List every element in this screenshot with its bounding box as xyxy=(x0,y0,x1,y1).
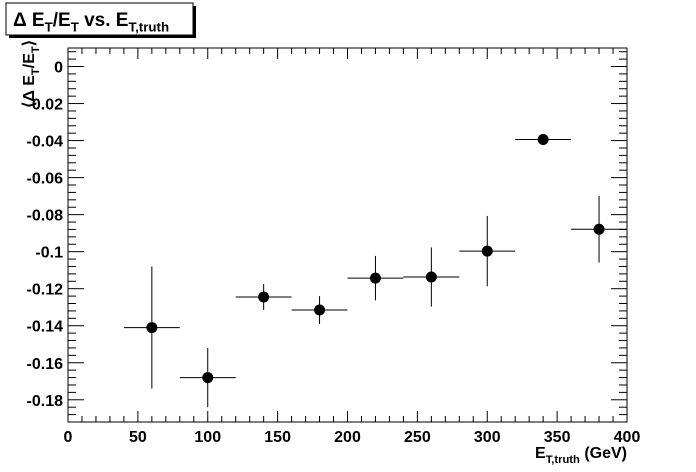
subscript: T,truth xyxy=(546,454,580,466)
y-tick-label: -0.12 xyxy=(27,282,64,299)
y-tick-label: 0 xyxy=(54,60,63,77)
x-tick-label: 0 xyxy=(64,429,73,446)
subscript: T xyxy=(71,20,79,35)
data-point xyxy=(369,272,381,284)
subscript: T,truth xyxy=(128,20,169,35)
subscript: T xyxy=(30,46,42,53)
y-tick-label: -0.02 xyxy=(27,97,64,114)
text-segment: ⟨Δ E xyxy=(21,75,38,108)
data-point xyxy=(202,372,214,384)
x-tick-label: 350 xyxy=(544,429,571,446)
subscript: T xyxy=(45,20,53,35)
data-point xyxy=(425,271,437,283)
y-tick-label: -0.08 xyxy=(27,208,64,225)
text-segment: /E xyxy=(21,53,38,68)
data-point xyxy=(146,322,158,334)
x-tick-label: 50 xyxy=(129,429,147,446)
text-segment: /E xyxy=(53,10,71,31)
text-segment: (GeV) xyxy=(580,445,627,462)
chart-title: Δ ET/ET vs. ET,truth xyxy=(13,10,169,35)
data-point xyxy=(537,133,549,145)
y-tick-label: -0.18 xyxy=(27,393,64,410)
text-segment: Δ E xyxy=(13,10,45,31)
title-box xyxy=(5,2,194,36)
data-point xyxy=(314,304,326,316)
y-axis-label: ⟨Δ ET/ET⟩ xyxy=(21,40,42,108)
y-tick-label: -0.16 xyxy=(27,356,64,373)
y-tick-label: -0.14 xyxy=(27,319,64,336)
text-segment: ⟩ xyxy=(21,40,38,46)
data-point xyxy=(481,245,493,257)
text-segment: E xyxy=(535,445,546,462)
x-tick-label: 150 xyxy=(264,429,291,446)
x-tick-label: 250 xyxy=(404,429,431,446)
x-tick-label: 400 xyxy=(614,429,641,446)
x-axis-label: ET,truth (GeV) xyxy=(535,445,627,466)
x-tick-label: 200 xyxy=(334,429,361,446)
subscript: T xyxy=(30,68,42,75)
y-tick-label: -0.1 xyxy=(35,245,63,262)
y-tick-label: -0.06 xyxy=(27,171,64,188)
x-tick-label: 100 xyxy=(194,429,221,446)
x-tick-label: 300 xyxy=(474,429,501,446)
data-point xyxy=(593,223,605,235)
text-segment: vs. E xyxy=(79,10,129,31)
y-tick-label: -0.04 xyxy=(27,134,64,151)
data-point xyxy=(258,291,270,303)
